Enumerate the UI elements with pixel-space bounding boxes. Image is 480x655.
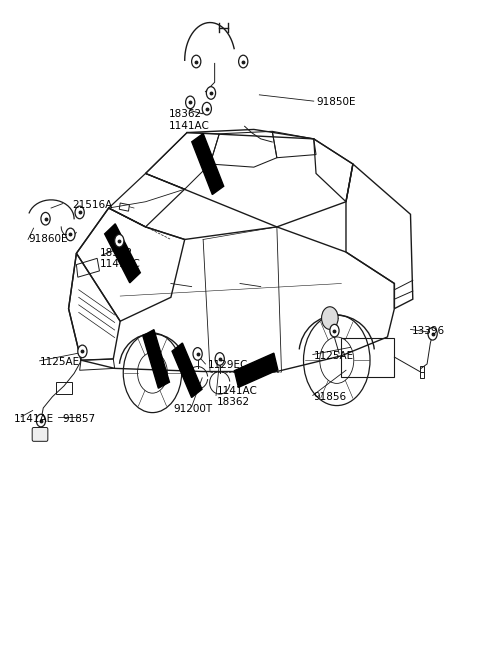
Circle shape bbox=[206, 86, 216, 100]
Text: 91860E: 91860E bbox=[28, 234, 68, 244]
Circle shape bbox=[115, 234, 124, 247]
Polygon shape bbox=[172, 343, 202, 398]
Text: 18362
1141AC: 18362 1141AC bbox=[168, 109, 209, 131]
Circle shape bbox=[186, 96, 195, 109]
Circle shape bbox=[428, 328, 437, 340]
Circle shape bbox=[215, 352, 224, 365]
FancyBboxPatch shape bbox=[32, 428, 48, 441]
Polygon shape bbox=[192, 134, 224, 195]
Text: 1129EC: 1129EC bbox=[208, 360, 248, 370]
Text: 18362
1141AC: 18362 1141AC bbox=[99, 248, 140, 269]
Circle shape bbox=[330, 324, 339, 337]
Text: 91857: 91857 bbox=[62, 414, 96, 424]
Circle shape bbox=[193, 348, 202, 360]
Text: 1141AC
18362: 1141AC 18362 bbox=[217, 386, 258, 407]
Text: 91856: 91856 bbox=[314, 392, 347, 402]
Polygon shape bbox=[105, 224, 140, 283]
Bar bbox=[56, 383, 72, 394]
Circle shape bbox=[239, 55, 248, 68]
Text: 21516A: 21516A bbox=[72, 200, 112, 210]
Circle shape bbox=[41, 212, 50, 225]
Polygon shape bbox=[143, 329, 169, 388]
Text: 1141AE: 1141AE bbox=[14, 414, 54, 424]
Circle shape bbox=[78, 345, 87, 358]
Text: 1125AE: 1125AE bbox=[39, 357, 80, 367]
Circle shape bbox=[66, 228, 75, 241]
Text: 91850E: 91850E bbox=[316, 98, 356, 107]
Circle shape bbox=[192, 55, 201, 68]
Circle shape bbox=[36, 414, 46, 427]
Circle shape bbox=[202, 102, 211, 115]
Circle shape bbox=[75, 206, 84, 219]
Polygon shape bbox=[234, 353, 278, 387]
Circle shape bbox=[322, 307, 338, 329]
Text: 91200T: 91200T bbox=[173, 404, 212, 414]
Text: 13396: 13396 bbox=[411, 326, 444, 335]
Bar bbox=[341, 337, 395, 377]
Text: 1125AE: 1125AE bbox=[314, 351, 354, 361]
